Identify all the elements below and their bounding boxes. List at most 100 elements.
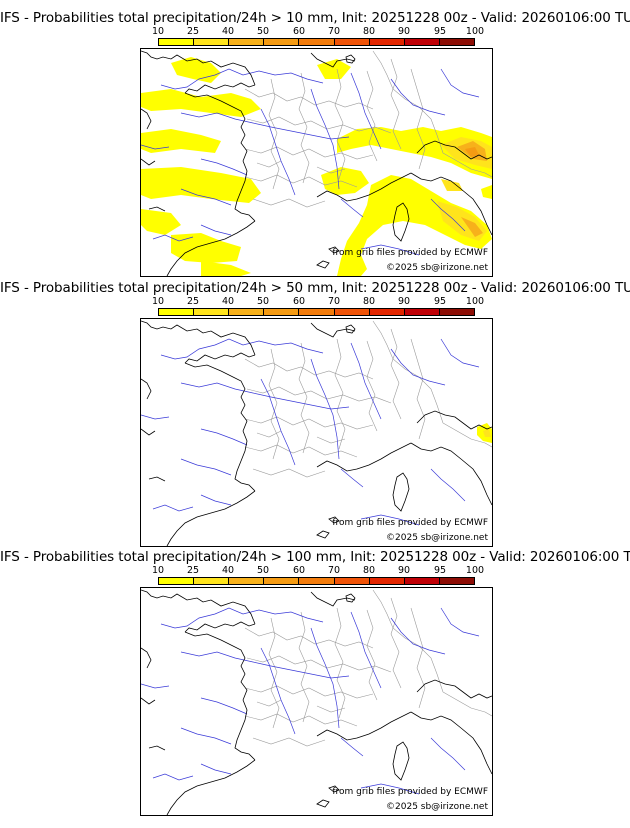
source-credit: from grib files provided by ECMWF [332,787,488,797]
admin-boundary [442,691,492,717]
base-layer [141,589,492,815]
colorbar-swatch [404,39,440,45]
colorbar-swatch [194,39,230,45]
colorbar-tick-label: 10 [151,26,165,37]
precip-probability-area [461,217,483,237]
admin-boundary [410,68,426,170]
admin-boundary [256,699,282,707]
coastline [141,428,156,436]
coastline [148,476,166,482]
river [180,651,350,679]
river [141,144,170,150]
map-svg [141,50,492,276]
colorbar-swatch [334,578,370,584]
admin-boundary [334,68,346,180]
coastline [234,160,256,222]
panel-title: IFS - Probabilities total precipitation/… [0,280,630,296]
admin-boundary [316,436,346,444]
river [430,468,466,502]
river [440,607,480,637]
colorbar-swatch [159,578,195,584]
admin-boundary [372,589,444,693]
colorbar-swatch [404,578,440,584]
river [390,78,446,116]
river [350,611,382,689]
coastline [410,172,492,236]
precip-probability-area [317,59,351,79]
coastline [310,52,356,68]
source-credit: from grib files provided by ECMWF [332,248,488,258]
admin-boundary [372,50,444,154]
coastline [184,352,256,364]
colorbar-tick-label: 50 [256,565,270,576]
colorbar-tick-label: 90 [397,26,411,37]
river [200,494,232,506]
colorbar-tick-label: 25 [186,565,200,576]
colorbar-labels: 10 25 40 50 60 70 80 90 95 100 [152,296,484,308]
colorbar-swatch [439,309,474,315]
river [350,72,382,150]
coastline [316,799,330,808]
colorbar-tick-label: 70 [327,26,341,37]
colorbar-tick-label: 40 [221,565,235,576]
coastline [416,410,492,430]
river [310,627,340,729]
map-panel-100mm: IFS - Probabilities total precipitation/… [0,549,630,817]
coastline [184,92,248,162]
coastline [141,320,256,356]
colorbar-swatch [194,578,230,584]
river [390,348,446,386]
colorbar-swatch [229,578,265,584]
river [200,697,248,715]
river [180,188,232,206]
precip-probability-area [141,129,221,153]
admin-boundary [410,607,426,709]
colorbar-tick-label: 70 [327,296,341,307]
coastline [328,785,340,793]
coastline [184,362,248,432]
river [360,783,420,795]
colorbar-tick-label: 100 [465,26,485,37]
map-svg [141,589,492,815]
river [141,683,170,689]
colorbar-tick-label: 70 [327,565,341,576]
admin-boundary [268,348,280,460]
precip-probability-area [481,185,492,199]
colorbar-tick-label: 100 [465,565,485,576]
coastline [410,442,492,506]
admin-boundary [366,609,378,701]
coastline [310,322,356,338]
coastline [345,54,356,64]
river [340,198,364,218]
base-layer [141,320,492,546]
river [340,468,364,488]
coastline [141,158,156,166]
colorbar-tick-label: 60 [292,296,306,307]
colorbar-swatch [159,39,195,45]
coastline [316,530,330,539]
colorbar-tick-label: 95 [433,26,447,37]
coastline [184,631,248,701]
river [200,428,248,446]
colorbar-tick-label: 80 [362,296,376,307]
colorbar-tick-label: 95 [433,565,447,576]
colorbar-tick-label: 40 [221,296,235,307]
precip-probability-area [171,233,241,263]
coastline [234,430,256,492]
coastline [141,108,152,130]
coastline [345,593,356,603]
precip-layer [141,57,492,276]
coastline [316,442,412,472]
copyright-text: ©2025 sb@irizone.net [386,263,488,273]
coastline [141,50,256,86]
coastline [184,82,256,94]
river [180,112,350,140]
precip-probability-area [483,429,491,437]
colorbar-swatch [299,309,335,315]
copyright-text: ©2025 sb@irizone.net [386,533,488,543]
admin-boundary [316,166,346,174]
admin-boundary [244,713,358,727]
admin-boundary [410,338,426,440]
colorbar-swatch [229,309,265,315]
colorbar-tick-label: 25 [186,296,200,307]
